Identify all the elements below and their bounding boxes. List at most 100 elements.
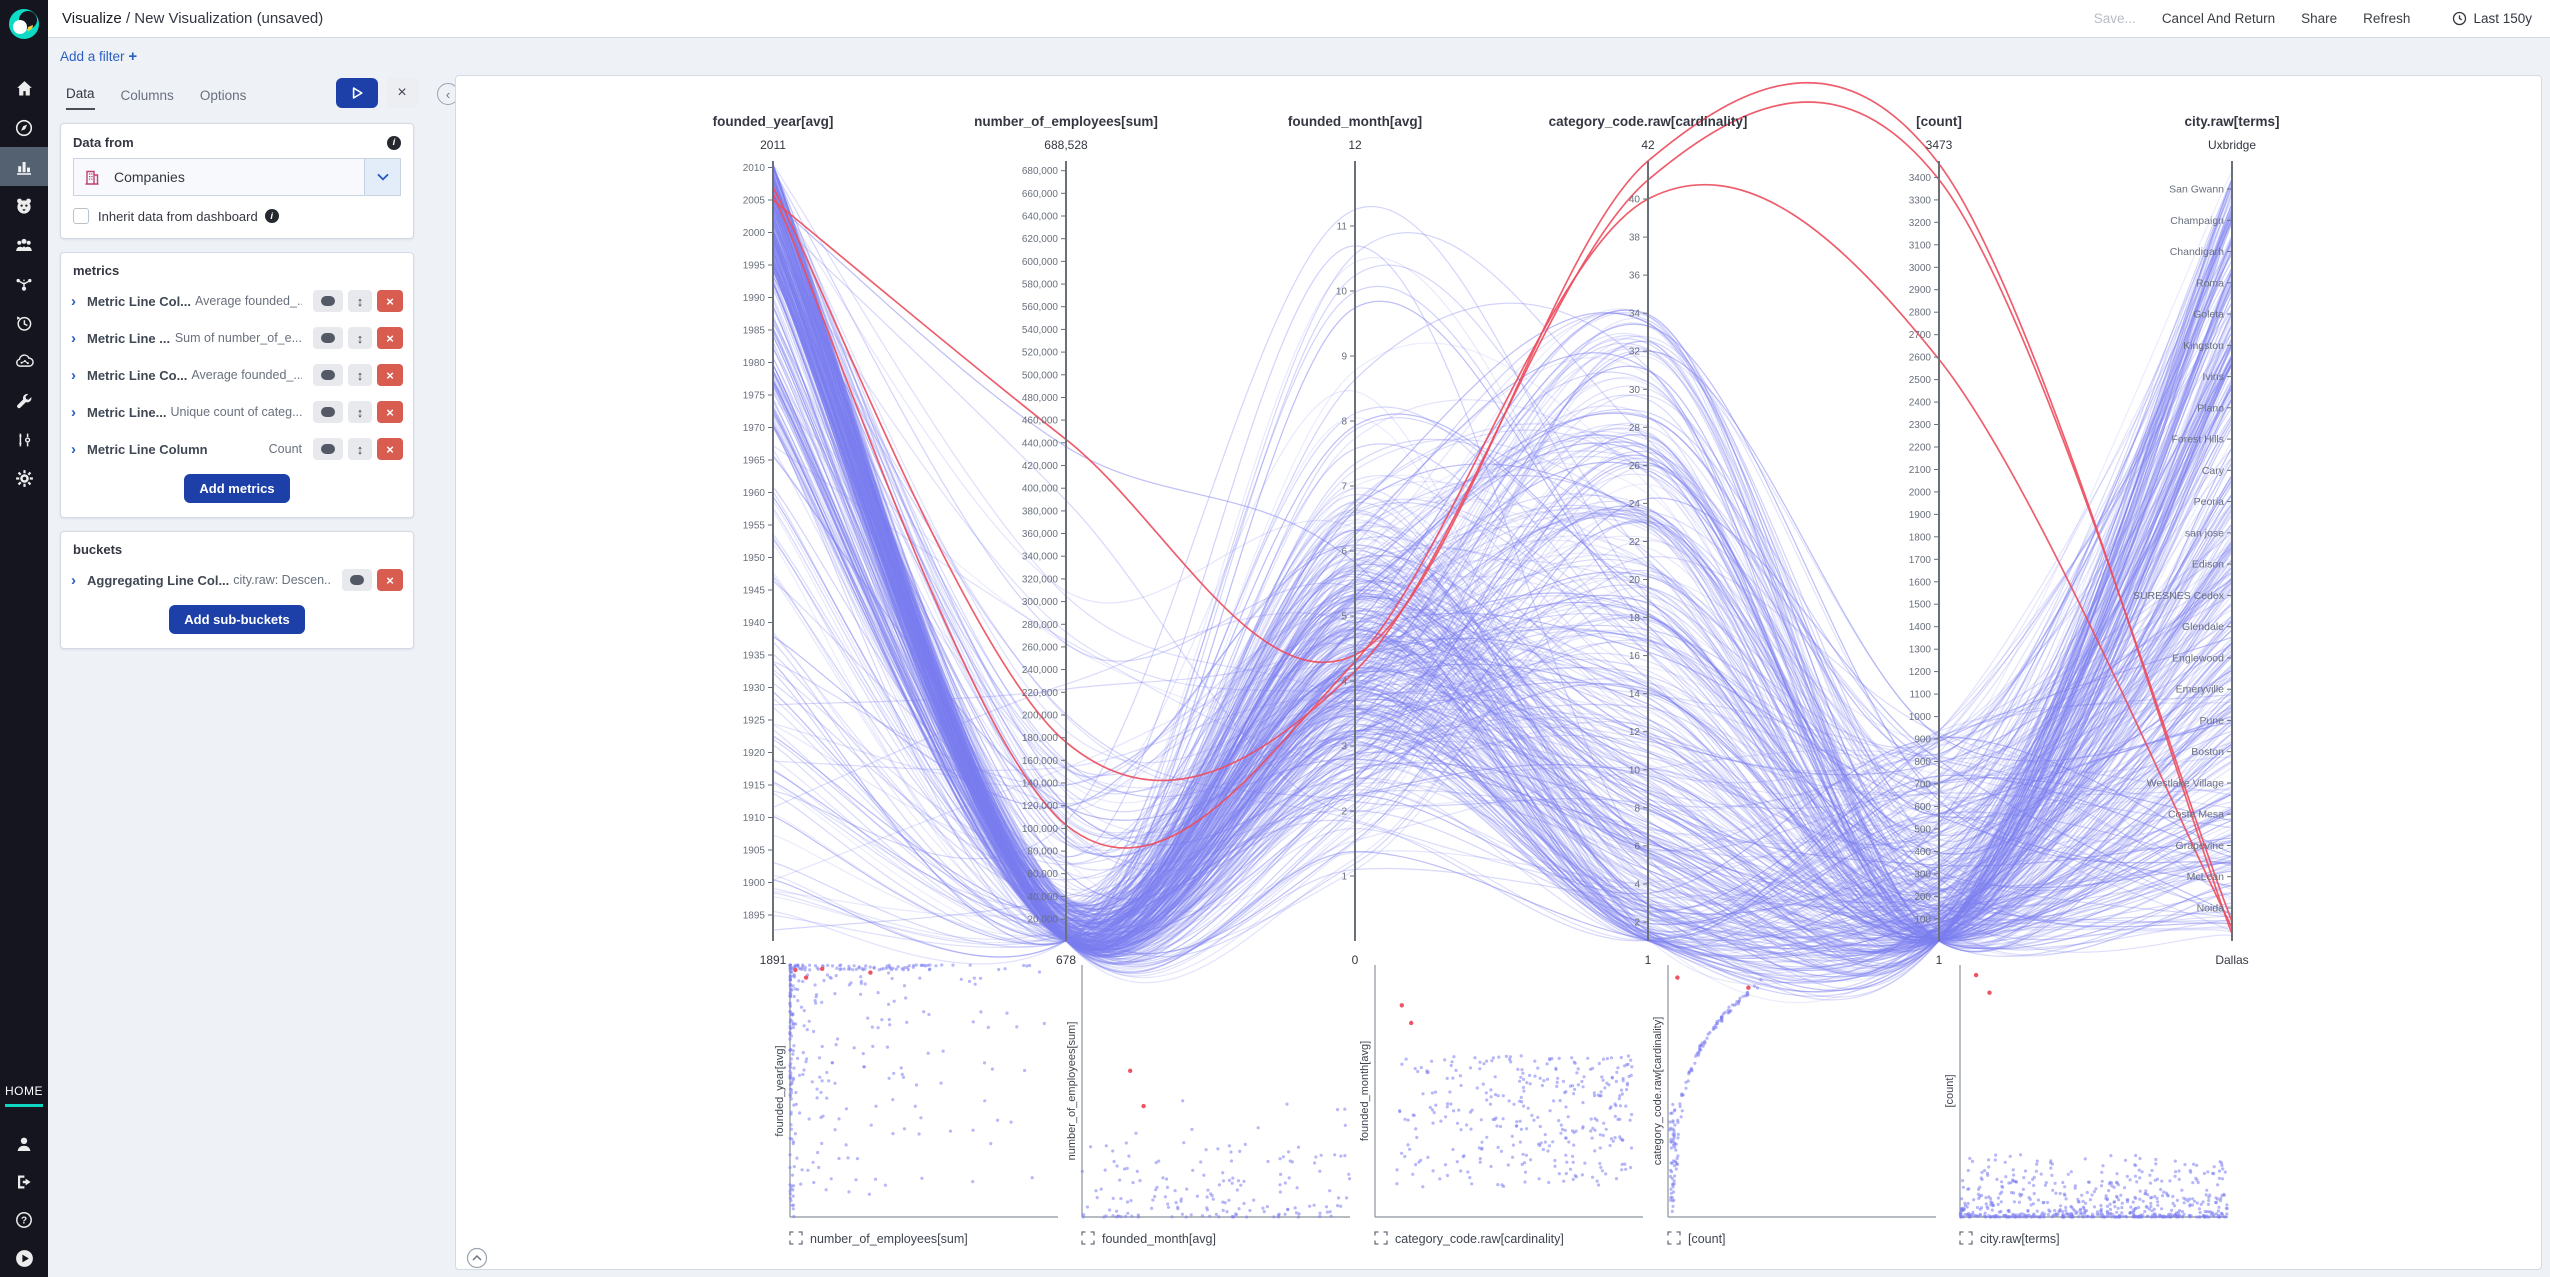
- info-icon[interactable]: i: [387, 135, 401, 150]
- visibility-toggle[interactable]: [342, 569, 372, 591]
- tab-data[interactable]: Data: [66, 86, 95, 110]
- sidebar-item-access-control[interactable]: [0, 225, 48, 264]
- svg-text:Ivins: Ivins: [2202, 371, 2224, 383]
- expand-chevron-icon[interactable]: ›: [71, 440, 76, 458]
- share-button[interactable]: Share: [2301, 11, 2338, 26]
- delete-button[interactable]: ×: [377, 290, 403, 312]
- scatter-panel-2[interactable]: founded_month[avg] category_code.raw[card…: [1359, 965, 1643, 1246]
- save-button[interactable]: Save...: [2093, 11, 2136, 26]
- expand-panel-icon[interactable]: [1959, 1231, 1973, 1245]
- axis-0[interactable]: founded_year[avg] 2011 1891 2010 2005 2000 199…: [713, 114, 834, 967]
- refresh-button[interactable]: Refresh: [2363, 11, 2411, 26]
- svg-text:1300: 1300: [1909, 645, 1932, 656]
- metrics-heading: metrics: [73, 263, 120, 278]
- delete-button[interactable]: ×: [377, 327, 403, 349]
- expand-panel-icon[interactable]: [1667, 1231, 1681, 1245]
- tab-columns[interactable]: Columns: [120, 88, 174, 103]
- scatter-panel-4[interactable]: [count] city.raw[terms]: [1944, 965, 2229, 1246]
- delete-button[interactable]: ×: [377, 569, 403, 591]
- sidebar-item-machine-learning[interactable]: [0, 342, 48, 381]
- time-picker[interactable]: Last 150y: [2452, 11, 2532, 26]
- sidebar-item-home[interactable]: [0, 69, 48, 108]
- expand-chevron-icon[interactable]: ›: [71, 403, 76, 421]
- visibility-toggle[interactable]: [313, 327, 343, 349]
- expand-chevron-icon[interactable]: ›: [71, 329, 76, 347]
- visibility-toggle[interactable]: [313, 364, 343, 386]
- index-select[interactable]: Companies: [73, 158, 401, 196]
- add-metrics-button[interactable]: Add metrics: [184, 474, 290, 503]
- add-sub-buckets-button[interactable]: Add sub-buckets: [169, 605, 305, 634]
- reorder-handle[interactable]: ↕: [348, 290, 372, 312]
- expand-panel-icon[interactable]: [1081, 1231, 1095, 1245]
- discard-changes-button[interactable]: ×: [386, 78, 418, 108]
- info-icon[interactable]: i: [264, 209, 279, 223]
- sidebar-item-relations[interactable]: [0, 264, 48, 303]
- sidebar-item-monitoring[interactable]: [0, 420, 48, 459]
- delete-button[interactable]: ×: [377, 401, 403, 423]
- expand-panel-icon[interactable]: [789, 1231, 803, 1245]
- row-summary: Count: [268, 442, 302, 456]
- svg-text:0: 0: [1352, 953, 1359, 967]
- sidebar-item-play[interactable]: [0, 1239, 48, 1277]
- axis-1[interactable]: number_of_employees[sum] 688,528 678 680,00…: [974, 114, 1158, 967]
- svg-text:number_of_employees[sum]: number_of_employees[sum]: [810, 1232, 968, 1246]
- svg-text:40,000: 40,000: [1027, 892, 1058, 903]
- reorder-handle[interactable]: ↕: [348, 364, 372, 386]
- svg-text:10: 10: [1336, 287, 1348, 298]
- svg-text:1975: 1975: [743, 391, 766, 402]
- main-content: Add a filter + Data Columns Options × Data…: [48, 38, 2550, 1277]
- delete-button[interactable]: ×: [377, 364, 403, 386]
- sidebar-item-management[interactable]: [0, 459, 48, 498]
- svg-text:600: 600: [1914, 802, 1931, 813]
- visibility-toggle[interactable]: [313, 438, 343, 460]
- axis-5[interactable]: city.raw[terms] Uxbridge Dallas San Gwann Ch…: [2133, 114, 2280, 967]
- sidebar-item-visualize[interactable]: [0, 147, 48, 186]
- app-logo[interactable]: [7, 7, 41, 41]
- inherit-data-checkbox[interactable]: [73, 208, 89, 224]
- svg-text:SURESNES Cedex: SURESNES Cedex: [2133, 590, 2225, 602]
- scatter-panel-0[interactable]: founded_year[avg] number_of_employees[sum…: [774, 963, 1058, 1246]
- add-filter-link[interactable]: Add a filter +: [60, 48, 138, 65]
- delete-button[interactable]: ×: [377, 438, 403, 460]
- svg-text:2500: 2500: [1909, 375, 1932, 386]
- svg-text:1200: 1200: [1909, 667, 1932, 678]
- scatter-panel-3[interactable]: category_code.raw[cardinality] [count]: [1652, 965, 1936, 1246]
- sidebar-home-label[interactable]: HOME: [5, 1084, 43, 1107]
- expand-chevron-icon[interactable]: ›: [71, 292, 76, 310]
- collapse-chart-button[interactable]: [466, 1247, 488, 1269]
- svg-text:Uxbridge: Uxbridge: [2208, 138, 2256, 152]
- cancel-and-return-button[interactable]: Cancel And Return: [2161, 11, 2276, 26]
- reorder-handle[interactable]: ↕: [348, 438, 372, 460]
- axes-group[interactable]: founded_year[avg]20111891201020052000199…: [713, 114, 2280, 967]
- axis-2[interactable]: founded_month[avg] 12 0 11 10 9 8 7 6 5 4 3 2 1: [1288, 114, 1422, 967]
- breadcrumb-app[interactable]: Visualize: [62, 10, 122, 27]
- scatter-panel-1[interactable]: number_of_employees[sum] founded_month[av…: [1066, 965, 1352, 1246]
- visualization-canvas[interactable]: founded_year[avg] 2011 1891 2010 2005 2000 199…: [455, 75, 2542, 1270]
- expand-chevron-icon[interactable]: ›: [71, 571, 76, 589]
- top-bar: Visualize / New Visualization (unsaved) …: [48, 0, 2550, 38]
- tab-options[interactable]: Options: [199, 88, 247, 103]
- sidebar-item-help[interactable]: ?: [0, 1201, 48, 1239]
- collapse-panel-button[interactable]: ‹: [437, 83, 459, 105]
- axis-3[interactable]: category_code.raw[cardinality]4214038363…: [1549, 114, 1748, 967]
- sidebar-item-graph[interactable]: [0, 186, 48, 225]
- expand-chevron-icon[interactable]: ›: [71, 366, 76, 384]
- parallel-coordinates-chart[interactable]: founded_year[avg]20111891201020052000199…: [456, 76, 2542, 1270]
- sidebar-item-logout[interactable]: [0, 1163, 48, 1201]
- svg-text:38: 38: [1629, 233, 1641, 244]
- axis-4[interactable]: [count] 3473 1 3400 3300 3200 3100 3000 2900 2800…: [1909, 114, 1962, 967]
- sidebar-item-timelion[interactable]: [0, 303, 48, 342]
- svg-text:360,000: 360,000: [1022, 529, 1059, 540]
- sidebar-item-discover[interactable]: [0, 108, 48, 147]
- wrench-icon: [17, 393, 32, 408]
- apply-changes-button[interactable]: [336, 78, 378, 108]
- sidebar-item-dev-tools[interactable]: [0, 381, 48, 420]
- reorder-handle[interactable]: ↕: [348, 327, 372, 349]
- reorder-handle[interactable]: ↕: [348, 401, 372, 423]
- visibility-toggle[interactable]: [313, 290, 343, 312]
- visibility-toggle[interactable]: [313, 401, 343, 423]
- expand-panel-icon[interactable]: [1374, 1231, 1388, 1245]
- svg-text:1000: 1000: [1909, 712, 1932, 723]
- sidebar-item-user[interactable]: [0, 1125, 48, 1163]
- svg-text:280,000: 280,000: [1022, 620, 1059, 631]
